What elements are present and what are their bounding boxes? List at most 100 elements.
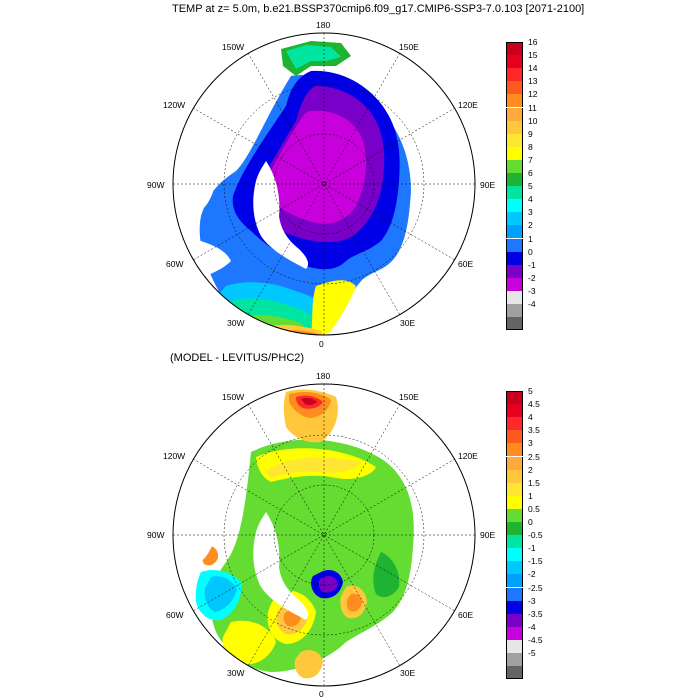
lon-label-150w-bottom: 150W bbox=[222, 392, 245, 402]
colorbar-swatch bbox=[506, 81, 523, 95]
bottom-map-title: (MODEL - LEVITUS/PHC2) bbox=[170, 352, 305, 364]
colorbar-swatch bbox=[506, 225, 523, 239]
colorbar-tick-label: 5 bbox=[528, 386, 533, 396]
colorbar-tick-label: 12 bbox=[528, 89, 538, 100]
lon-label-180-top: 180 bbox=[316, 20, 331, 30]
colorbar-swatch bbox=[506, 68, 523, 82]
colorbar-tick-label: -4 bbox=[528, 621, 536, 632]
colorbar-swatch bbox=[506, 199, 523, 213]
colorbar-tick-label: 3.5 bbox=[528, 425, 540, 436]
colorbar-swatch bbox=[506, 600, 523, 614]
colorbar-tick-label: 0 bbox=[528, 246, 533, 257]
colorbar-tick-label: -1 bbox=[528, 259, 536, 270]
colorbar-swatch bbox=[506, 42, 523, 56]
colorbar-tick-label: 4 bbox=[528, 194, 533, 205]
lon-label-120w-top: 120W bbox=[163, 100, 186, 110]
lon-label-60w-top: 60W bbox=[166, 259, 184, 269]
lon-label-120e-bottom: 120E bbox=[458, 451, 478, 461]
colorbar-tick-label: -0.5 bbox=[528, 530, 543, 541]
colorbar-tick-label: 16 bbox=[528, 37, 538, 47]
colorbar-tick-label: 4.5 bbox=[528, 399, 540, 410]
colorbar-tick-label: 0 bbox=[528, 517, 533, 527]
colorbar-swatch bbox=[506, 456, 523, 470]
colorbar-tick-label: 5 bbox=[528, 181, 533, 192]
colorbar-tick-label: 11 bbox=[528, 102, 537, 113]
colorbar-tick-label: 15 bbox=[528, 50, 538, 61]
colorbar-tick-label: -4 bbox=[528, 299, 536, 309]
colorbar-tick-label: 9 bbox=[528, 128, 533, 139]
colorbar-tick-label: -1 bbox=[528, 543, 536, 554]
colorbar-swatch bbox=[506, 391, 523, 405]
colorbar-swatch bbox=[506, 238, 523, 252]
colorbar-swatch bbox=[506, 626, 523, 640]
bottom-polar-map bbox=[172, 383, 476, 687]
colorbar-tick-label: -3 bbox=[528, 285, 536, 296]
colorbar-tick-label: 2 bbox=[528, 464, 533, 475]
colorbar-tick-label: 10 bbox=[528, 115, 538, 126]
colorbar-swatch bbox=[506, 304, 523, 318]
colorbar-swatch bbox=[506, 290, 523, 304]
colorbar-swatch bbox=[506, 146, 523, 160]
colorbar-swatch bbox=[506, 653, 523, 667]
lon-label-150e-top: 150E bbox=[399, 42, 419, 52]
colorbar-swatch bbox=[506, 264, 523, 278]
lon-label-150e-bottom: 150E bbox=[399, 392, 419, 402]
lon-label-60e-top: 60E bbox=[458, 259, 474, 269]
colorbar-swatch bbox=[506, 482, 523, 496]
colorbar-tick-label: -2 bbox=[528, 272, 536, 283]
lon-label-90e-bottom: 90E bbox=[480, 530, 496, 540]
lon-label-180-bottom: 180 bbox=[316, 371, 331, 381]
lon-label-150w-top: 150W bbox=[222, 42, 245, 52]
colorbar-tick-label: 1.5 bbox=[528, 477, 540, 488]
colorbar-swatch bbox=[506, 186, 523, 200]
lon-label-120e-top: 120E bbox=[458, 100, 478, 110]
lon-label-0-top: 0 bbox=[319, 339, 324, 349]
colorbar-swatch bbox=[506, 317, 523, 331]
lon-label-120w-bottom: 120W bbox=[163, 451, 186, 461]
colorbar-swatch bbox=[506, 417, 523, 431]
colorbar-swatch bbox=[506, 55, 523, 69]
colorbar-tick-label: 0.5 bbox=[528, 503, 540, 514]
colorbar-swatch bbox=[506, 495, 523, 509]
colorbar-tick-label: 3 bbox=[528, 438, 533, 449]
colorbar-swatch bbox=[506, 404, 523, 418]
colorbar-swatch bbox=[506, 430, 523, 444]
colorbar-tick-label: 3 bbox=[528, 207, 533, 218]
lon-label-30w-top: 30W bbox=[227, 318, 245, 328]
lon-label-30w-bottom: 30W bbox=[227, 668, 245, 678]
colorbar-tick-label: 14 bbox=[528, 63, 538, 74]
colorbar-swatch bbox=[506, 443, 523, 457]
colorbar-swatch bbox=[506, 277, 523, 291]
lon-label-60w-bottom: 60W bbox=[166, 610, 184, 620]
colorbar-tick-label: -3.5 bbox=[528, 608, 543, 619]
top-polar-map bbox=[172, 32, 476, 336]
colorbar-tick-label: -3 bbox=[528, 595, 536, 606]
colorbar-swatch bbox=[506, 469, 523, 483]
colorbar-tick-label: -5 bbox=[528, 648, 536, 658]
colorbar-tick-label: 2 bbox=[528, 220, 533, 231]
colorbar-swatch bbox=[506, 522, 523, 536]
colorbar-swatch bbox=[506, 159, 523, 173]
colorbar-swatch bbox=[506, 94, 523, 108]
colorbar-swatch bbox=[506, 120, 523, 134]
colorbar-tick-label: -2.5 bbox=[528, 582, 543, 593]
colorbar-swatch bbox=[506, 639, 523, 653]
colorbar-swatch bbox=[506, 548, 523, 562]
lon-label-60e-bottom: 60E bbox=[458, 610, 474, 620]
colorbar-tick-label: 2.5 bbox=[528, 451, 540, 462]
colorbar-swatch bbox=[506, 251, 523, 265]
colorbar-tick-label: 6 bbox=[528, 168, 533, 178]
colorbar-swatch bbox=[506, 133, 523, 147]
lon-label-90w-bottom: 90W bbox=[147, 530, 165, 540]
colorbar-swatch bbox=[506, 107, 523, 121]
colorbar-swatch bbox=[506, 666, 523, 680]
colorbar-swatch bbox=[506, 535, 523, 549]
colorbar-swatch bbox=[506, 508, 523, 522]
colorbar-swatch bbox=[506, 212, 523, 226]
colorbar-tick-label: 4 bbox=[528, 412, 533, 423]
colorbar-swatch bbox=[506, 561, 523, 575]
colorbar-tick-label: 1 bbox=[528, 490, 533, 501]
lon-label-90e-top: 90E bbox=[480, 180, 496, 190]
colorbar-swatch bbox=[506, 574, 523, 588]
colorbar-swatch bbox=[506, 587, 523, 601]
